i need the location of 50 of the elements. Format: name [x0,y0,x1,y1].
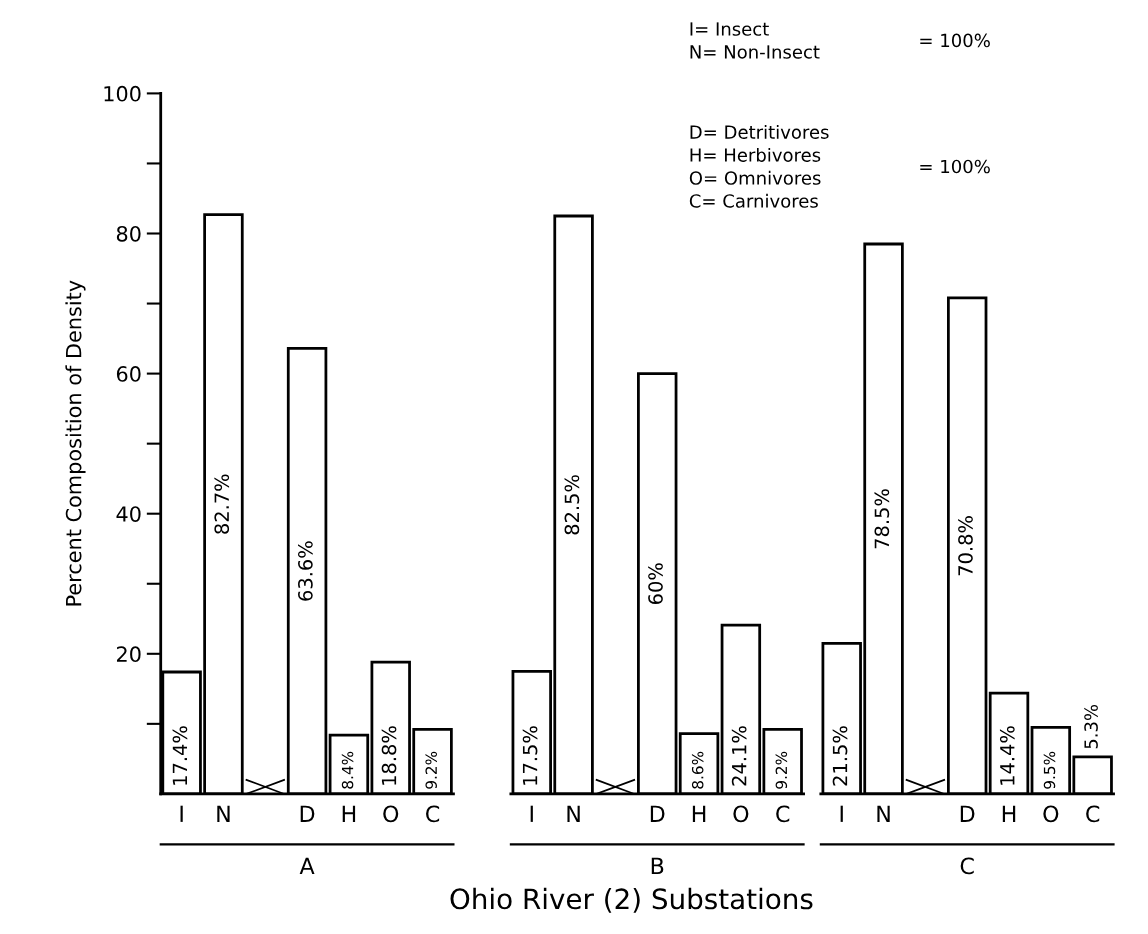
x-axis-title: B [651,857,664,874]
data-label: 82.5% [564,475,580,535]
x-axis-title: A [299,857,315,874]
x-tick-label: O [383,805,399,823]
x-tick-label: D [650,805,665,822]
data-label: 9.5% [1043,751,1056,789]
data-label: 17.4% [172,726,188,785]
data-label: 70.8% [958,516,973,576]
x-axis-title: C [960,857,974,875]
data-label: 24.1% [731,726,747,786]
x-tick-label: N [217,805,230,822]
y-tick-label: 60 [116,366,141,382]
x-tick-label: C [1086,805,1100,823]
y-axis-title: Percent Composition of Density [65,280,86,606]
data-label: 8.6% [691,751,704,789]
y-tick-label: 40 [116,506,141,522]
text: Ohio River (2) Substations [450,887,813,913]
x-tick-label: C [426,805,440,823]
data-label: 5.3% [1084,704,1098,749]
x-tick-label: I [530,805,533,822]
data-label: 18.8% [381,726,397,785]
x-tick-label: I [840,805,843,822]
data-label: 9.2% [425,751,437,789]
x-tick-label: H [692,805,706,822]
x-tick-label: N [567,805,580,822]
x-tick-label: O [1043,805,1059,823]
data-label: 8.4% [341,751,354,789]
data-label: 14.4% [999,726,1015,785]
x-tick-label: N [877,805,890,822]
x-tick-label: C [776,805,790,823]
data-label: 9.2% [775,751,788,789]
text: I= Insect N= Non-Insect [690,22,820,59]
data-label: 60% [648,563,663,604]
annotation: = 100% [920,159,990,174]
data-label: 78.5% [874,489,890,549]
y-tick-label: 100 [104,85,141,102]
data-label: 82.7% [214,474,230,534]
x-tick-label: D [300,805,315,822]
x-tick-label: H [342,805,356,822]
x-tick-label: I [180,805,183,822]
x-tick-label: H [1002,805,1016,822]
y-tick-label: 80 [116,225,141,242]
x-tick-label: O [733,805,749,823]
text: = 100% [920,33,990,48]
y-tick-label: 20 [116,646,141,663]
data-label: 21.5% [832,726,848,786]
annotation: D= Detritivores H= Herbivores O= Omnivores C= Carnivores [689,124,829,208]
x-tick-label: D [960,805,975,822]
data-label: 17.5% [522,726,538,785]
data-label: 63.6% [298,541,313,601]
